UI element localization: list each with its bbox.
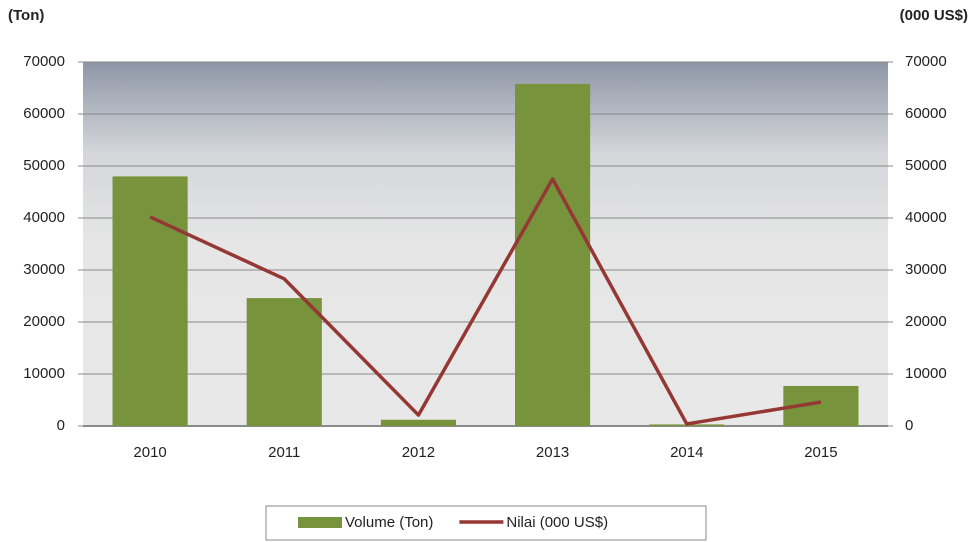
y2-axis-label: (000 US$): [900, 7, 968, 24]
y-tick-label: 70000: [23, 53, 65, 70]
y-tick-label: 0: [57, 417, 65, 434]
y2-tick-label: 30000: [905, 261, 947, 278]
y-tick-label: 20000: [23, 313, 65, 330]
bar: [112, 176, 188, 426]
bar: [380, 419, 456, 426]
y-tick-label: 60000: [23, 105, 65, 122]
legend-label: Nilai (000 US$): [506, 514, 608, 531]
y2-tick-label: 50000: [905, 157, 947, 174]
line: [149, 177, 822, 426]
x-tick-label: 2013: [536, 444, 569, 461]
bar: [246, 298, 322, 426]
y2-tick-label: 10000: [905, 365, 947, 382]
x-tick-label: 2014: [670, 444, 703, 461]
y2-tick-label: 60000: [905, 105, 947, 122]
plot-area: [83, 62, 888, 426]
y-tick-label: 40000: [23, 209, 65, 226]
y2-tick-label: 40000: [905, 209, 947, 226]
y-tick-label: 30000: [23, 261, 65, 278]
bar: [515, 83, 591, 426]
x-tick-label: 2011: [268, 444, 300, 461]
x-tick-label: 2012: [402, 444, 435, 461]
legend-label: Volume (Ton): [345, 514, 433, 531]
legend-swatch: [298, 517, 342, 528]
y2-tick-label: 20000: [905, 313, 947, 330]
y2-tick-label: 0: [905, 417, 913, 434]
y-axis-label: (Ton): [8, 7, 44, 24]
y-tick-label: 10000: [23, 365, 65, 382]
y2-tick-label: 70000: [905, 53, 947, 70]
x-tick-label: 2010: [133, 444, 166, 461]
x-tick-label: 2015: [804, 444, 837, 461]
y-tick-label: 50000: [23, 157, 65, 174]
